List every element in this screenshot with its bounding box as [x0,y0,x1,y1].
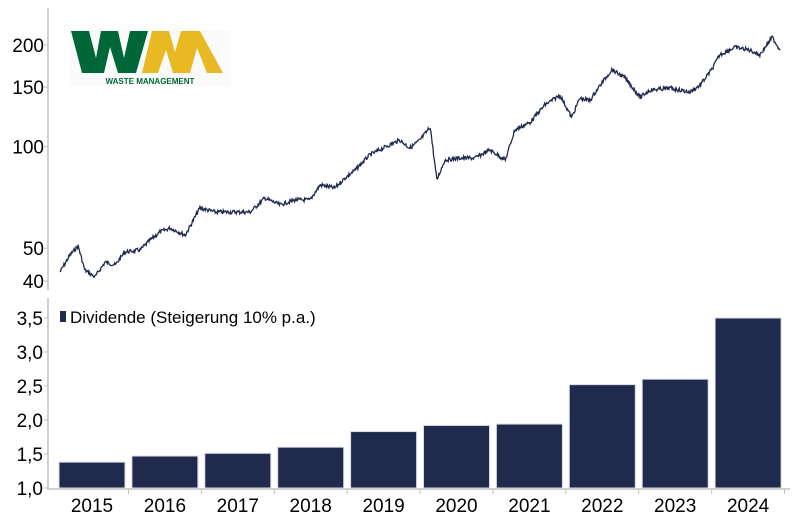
dividend-y-tick-label: 1,0 [17,479,43,500]
dividend-y-tick-label: 1,5 [17,445,43,466]
dividend-bar-2023 [641,378,709,489]
dividend-bar-2020 [423,424,490,489]
dividend-bar-2015 [58,461,126,489]
dividend-chart: Dividende (Steigerung 10% p.a.) 1,0 1,5 2,… [17,298,790,517]
dividend-x-tick-label: 2022 [581,496,623,517]
dividend-bar-2022 [568,384,636,489]
price-y-tick-label: 50 [23,239,44,260]
waste-management-logo: WASTE MANAGEMENT [70,30,230,86]
dividend-bar-2024 [714,317,782,489]
dividend-x-tick-label: 2023 [654,496,696,517]
dividend-bar-2018 [277,446,345,489]
price-y-tick-label: 150 [12,78,44,99]
dividend-y-tick-label: 2,0 [17,411,43,432]
price-line [59,35,781,278]
legend-swatch [60,311,66,322]
dividend-x-tick-label: 2017 [217,496,259,517]
price-y-tick-label: 40 [23,272,44,293]
dividend-y-tick-label: 3,5 [17,309,43,330]
dividend-x-tick-label: 2021 [508,496,550,517]
dividend-x-tick-label: 2020 [435,496,477,517]
dividend-bar-2019 [350,431,418,489]
logo-subtitle: WASTE MANAGEMENT [106,77,195,86]
price-y-tick-label: 100 [12,138,44,159]
price-chart: 40 50 100 150 200 [12,8,781,293]
price-y-tick-label: 200 [12,36,44,57]
legend-label: Dividende (Steigerung 10% p.a.) [70,308,316,327]
dividend-y-tick-label: 2,5 [17,377,43,398]
dividend-x-tick-label: 2024 [727,496,770,517]
dividend-bar-2021 [495,423,563,489]
dividend-x-tick-label: 2019 [362,496,404,517]
dividend-x-tick-label: 2015 [71,496,113,517]
dividend-bar-2016 [131,455,199,489]
dividend-bar-2017 [204,452,272,489]
dividend-x-tick-label: 2018 [290,496,332,517]
dividend-y-tick-label: 3,0 [17,343,43,364]
dividend-x-tick-label: 2016 [144,496,186,517]
